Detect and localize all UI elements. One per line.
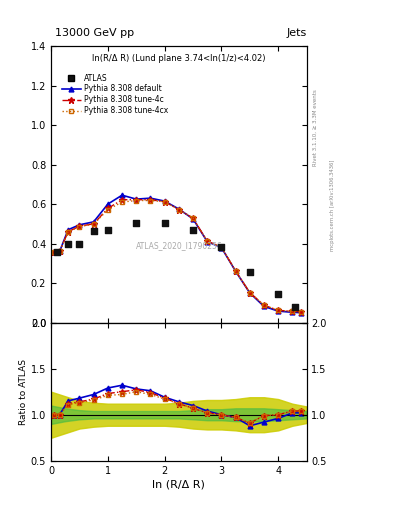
- Pythia 8.308 tune-4c: [191, 215, 195, 221]
- Pythia 8.308 tune-4c: [57, 248, 62, 254]
- Pythia 8.308 tune-4c: [77, 223, 82, 229]
- Pythia 8.308 tune-4c: [176, 206, 181, 212]
- Pythia 8.308 default: [176, 206, 181, 212]
- ATLAS: [218, 243, 224, 251]
- ATLAS: [90, 227, 97, 235]
- Pythia 8.308 tune-4cx: [248, 289, 252, 295]
- Pythia 8.308 tune-4c: [219, 244, 224, 250]
- ATLAS: [65, 240, 71, 248]
- Pythia 8.308 tune-4c: [276, 307, 281, 313]
- Pythia 8.308 tune-4cx: [219, 244, 224, 250]
- ATLAS: [53, 248, 60, 257]
- Pythia 8.308 tune-4c: [134, 197, 139, 203]
- Pythia 8.308 tune-4cx: [276, 307, 281, 313]
- Pythia 8.308 tune-4cx: [77, 224, 82, 230]
- Line: Pythia 8.308 tune-4cx: Pythia 8.308 tune-4cx: [52, 199, 303, 314]
- Pythia 8.308 tune-4cx: [57, 248, 62, 254]
- Pythia 8.308 default: [233, 268, 238, 274]
- ATLAS: [190, 226, 196, 234]
- Pythia 8.308 tune-4c: [233, 268, 238, 274]
- Pythia 8.308 tune-4c: [162, 199, 167, 205]
- Pythia 8.308 default: [248, 290, 252, 296]
- Text: 13000 GeV pp: 13000 GeV pp: [55, 28, 134, 38]
- ATLAS: [133, 219, 140, 227]
- Pythia 8.308 tune-4cx: [299, 309, 303, 315]
- Pythia 8.308 tune-4c: [248, 289, 252, 295]
- Pythia 8.308 default: [105, 201, 110, 207]
- Line: Pythia 8.308 default: Pythia 8.308 default: [51, 193, 303, 315]
- Pythia 8.308 tune-4c: [91, 221, 96, 227]
- Pythia 8.308 default: [299, 310, 303, 316]
- Pythia 8.308 default: [120, 192, 125, 198]
- Pythia 8.308 default: [134, 196, 139, 202]
- Pythia 8.308 tune-4c: [299, 309, 303, 315]
- ATLAS: [76, 240, 83, 248]
- Pythia 8.308 default: [91, 219, 96, 225]
- Pythia 8.308 default: [51, 249, 56, 255]
- Pythia 8.308 tune-4c: [105, 205, 110, 211]
- ATLAS: [292, 303, 298, 311]
- Pythia 8.308 tune-4c: [51, 249, 56, 255]
- Pythia 8.308 tune-4c: [262, 302, 266, 308]
- X-axis label: ln (R/Δ R): ln (R/Δ R): [152, 480, 205, 490]
- Pythia 8.308 default: [57, 248, 62, 254]
- Pythia 8.308 tune-4cx: [91, 221, 96, 227]
- Pythia 8.308 default: [191, 216, 195, 222]
- Text: mcplots.cern.ch [arXiv:1306.3436]: mcplots.cern.ch [arXiv:1306.3436]: [330, 159, 335, 250]
- ATLAS: [247, 268, 253, 276]
- ATLAS: [105, 226, 111, 234]
- Line: Pythia 8.308 tune-4c: Pythia 8.308 tune-4c: [51, 197, 304, 315]
- Legend: ATLAS, Pythia 8.308 default, Pythia 8.308 tune-4c, Pythia 8.308 tune-4cx: ATLAS, Pythia 8.308 default, Pythia 8.30…: [60, 72, 169, 117]
- Pythia 8.308 tune-4c: [148, 197, 153, 203]
- Pythia 8.308 default: [219, 244, 224, 250]
- Pythia 8.308 default: [162, 198, 167, 204]
- Pythia 8.308 tune-4cx: [148, 198, 153, 204]
- Pythia 8.308 tune-4cx: [162, 199, 167, 205]
- Text: Rivet 3.1.10, ≥ 3.3M events: Rivet 3.1.10, ≥ 3.3M events: [312, 90, 318, 166]
- Pythia 8.308 tune-4cx: [191, 215, 195, 221]
- ATLAS: [162, 219, 168, 227]
- Pythia 8.308 tune-4c: [66, 229, 70, 235]
- Pythia 8.308 tune-4c: [290, 308, 295, 314]
- Pythia 8.308 tune-4cx: [262, 302, 266, 308]
- Text: ln(R/Δ R) (Lund plane 3.74<ln(1/z)<4.02): ln(R/Δ R) (Lund plane 3.74<ln(1/z)<4.02): [92, 54, 266, 63]
- Pythia 8.308 tune-4cx: [290, 308, 295, 314]
- ATLAS: [275, 290, 281, 298]
- Pythia 8.308 tune-4c: [120, 197, 125, 203]
- Pythia 8.308 default: [276, 308, 281, 314]
- Pythia 8.308 tune-4cx: [120, 199, 125, 205]
- Pythia 8.308 tune-4cx: [205, 238, 209, 244]
- Y-axis label: Ratio to ATLAS: Ratio to ATLAS: [19, 359, 28, 424]
- Pythia 8.308 tune-4cx: [134, 198, 139, 204]
- Pythia 8.308 tune-4cx: [176, 206, 181, 212]
- Pythia 8.308 tune-4c: [205, 238, 209, 244]
- Pythia 8.308 default: [66, 227, 70, 233]
- Pythia 8.308 default: [262, 303, 266, 309]
- Pythia 8.308 default: [290, 309, 295, 315]
- Text: Jets: Jets: [286, 28, 307, 38]
- Pythia 8.308 tune-4cx: [51, 249, 56, 255]
- Pythia 8.308 default: [77, 222, 82, 228]
- Pythia 8.308 tune-4cx: [233, 268, 238, 274]
- Pythia 8.308 default: [205, 239, 209, 245]
- Pythia 8.308 tune-4cx: [105, 206, 110, 212]
- Text: ATLAS_2020_I1790256: ATLAS_2020_I1790256: [136, 241, 222, 250]
- Pythia 8.308 tune-4cx: [66, 229, 70, 235]
- Pythia 8.308 default: [148, 195, 153, 201]
